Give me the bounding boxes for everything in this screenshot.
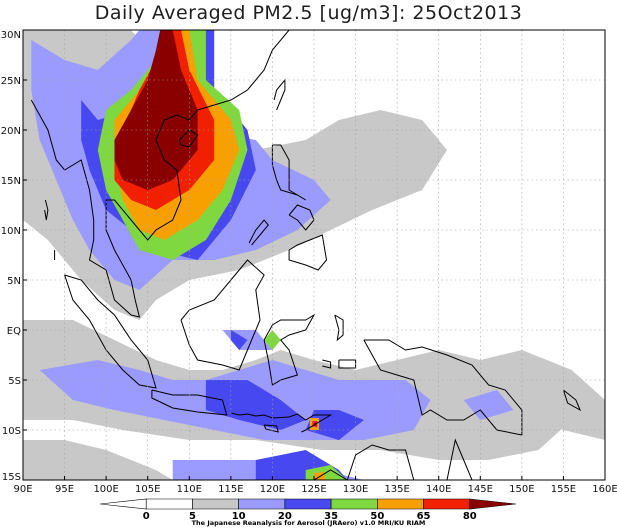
coastline-1 — [30, 30, 290, 318]
colorbar-swatch-6 — [330, 498, 378, 510]
pm25-35-50-region-5 — [230, 330, 248, 350]
colorbar-label-80: 80 — [463, 511, 477, 522]
colorbar-swatch-3 — [192, 498, 239, 510]
lon-label-150E: 150E — [509, 484, 534, 495]
colorbar-swatch-5 — [284, 498, 332, 510]
coastline-2 — [64, 274, 157, 389]
lon-label-95E: 95E — [55, 484, 74, 495]
coastline-6 — [271, 144, 306, 201]
coastline-19 — [562, 389, 582, 412]
lat-label-15N: 15N — [1, 176, 21, 187]
lon-label-160E: 160E — [592, 484, 617, 495]
lon-label-110E: 110E — [177, 484, 202, 495]
lon-label-140E: 140E — [426, 484, 451, 495]
longitude-tick-labels: 90E 95E 100E 105E 110E 115E 120E 125E 130E 135E 14… — [13, 476, 617, 495]
colorbar-label-0: 0 — [143, 511, 150, 522]
colorbar-swatch-8 — [423, 498, 471, 510]
lat-label-15S: 15S — [2, 472, 21, 483]
coastline-10 — [273, 78, 286, 111]
colorbar-label-5: 5 — [189, 511, 196, 522]
lon-label-100E: 100E — [93, 484, 118, 495]
colorbar-swatch-4 — [238, 498, 286, 510]
lon-label-125E: 125E — [301, 484, 326, 495]
lat-label-10N: 10N — [1, 226, 21, 237]
pm25-35-50-region-3 — [305, 410, 364, 440]
lon-label-120E: 120E — [260, 484, 285, 495]
colorbar-swatch-2 — [145, 498, 193, 510]
lat-lon-grid — [23, 30, 605, 480]
credit-text: The Japanese Reanalysis for Aerosol (JRA… — [191, 519, 426, 527]
map-title: Daily Averaged PM2.5 [ug/m3]: 25Oct2013 — [94, 2, 523, 24]
coastline-3 — [151, 389, 228, 416]
colorbar-swatch-9 — [469, 498, 517, 510]
latitude-tick-labels: 30N 25N 20N 15N 10N 5N EQ 5S 10S 15S — [1, 29, 27, 483]
colorbar-swatch-7 — [377, 498, 424, 510]
colorbar-label-65: 65 — [417, 511, 431, 522]
coastline-20 — [44, 199, 49, 221]
lon-label-135E: 135E — [384, 484, 409, 495]
lon-label-90E: 90E — [13, 484, 32, 495]
lon-label-155E: 155E — [551, 484, 576, 495]
colorbar-label-50: 50 — [370, 511, 384, 522]
pm25-max-region-1 — [114, 30, 198, 190]
lon-label-145E: 145E — [468, 484, 493, 495]
colorbar-label-35: 35 — [324, 511, 338, 522]
coastline-5 — [263, 313, 316, 386]
coastline-15 — [263, 424, 279, 433]
colorbar-label-10: 10 — [232, 511, 246, 522]
colorbar-swatch-1 — [99, 498, 147, 510]
coastline-16 — [334, 314, 344, 342]
lat-label-25N: 25N — [1, 76, 21, 87]
lon-label-130E: 130E — [343, 484, 368, 495]
coastline-7 — [288, 234, 328, 271]
lat-label-20N: 20N — [1, 126, 21, 137]
lat-label-10S: 10S — [2, 426, 21, 437]
lon-label-115E: 115E — [218, 484, 243, 495]
pm25-50-65-region-3 — [264, 330, 281, 350]
coastline-9 — [248, 219, 269, 246]
coastlines — [30, 30, 582, 480]
lat-label-EQ: EQ — [7, 326, 21, 337]
colorbar-label-20: 20 — [278, 511, 292, 522]
coastline-11 — [178, 129, 199, 148]
pm25-10-20-region-3 — [23, 440, 173, 480]
coastline-14 — [230, 412, 333, 433]
lat-label-5S: 5S — [8, 376, 21, 387]
coastline-4 — [180, 259, 265, 371]
coastline-17 — [322, 359, 332, 369]
pm25-10-20-region-4 — [480, 350, 605, 440]
lat-label-30N: 30N — [1, 30, 21, 41]
lon-label-105E: 105E — [135, 484, 160, 495]
colorbar: 0 5 10 20 35 50 65 80 — [99, 498, 517, 522]
lat-label-5N: 5N — [7, 276, 21, 287]
